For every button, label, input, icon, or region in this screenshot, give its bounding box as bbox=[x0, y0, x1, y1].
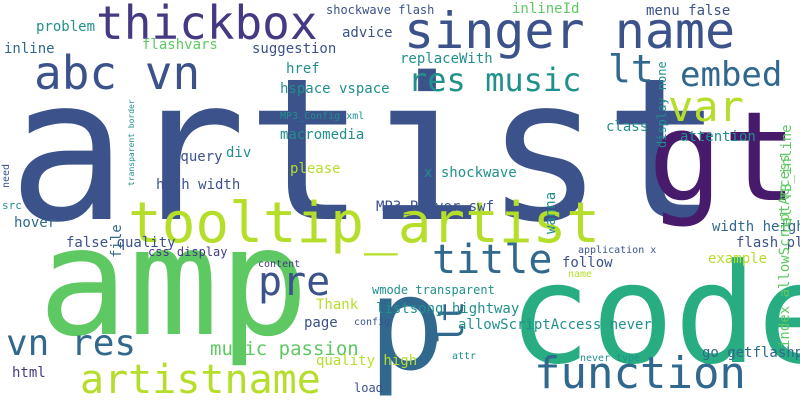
word-mp3-config-xml: MP3_Config xml bbox=[280, 111, 365, 122]
word-application-x: src bbox=[2, 199, 22, 212]
word-problem: problem bbox=[36, 19, 96, 35]
word-advice: advice bbox=[342, 25, 393, 41]
word-never-type: wmode transparent bbox=[372, 283, 495, 297]
word-singer-name: singer name bbox=[404, 2, 736, 60]
word-name: false quality bbox=[66, 235, 176, 251]
word-example: width height bbox=[712, 219, 800, 235]
word-replacewith: replaceWith bbox=[400, 51, 493, 67]
word-quality-high: index allowScriptAccess bbox=[777, 154, 793, 348]
word-attr: allowScriptAccess never bbox=[458, 317, 652, 333]
word-artist: artist bbox=[8, 35, 724, 266]
word-please: please bbox=[290, 161, 341, 177]
word-rel-tb-inline: never type bbox=[580, 353, 641, 364]
word-pre: pre bbox=[258, 259, 331, 305]
word-vn-res: vn res bbox=[6, 323, 137, 364]
word-thickbox: thickbox bbox=[96, 0, 318, 50]
word-flash-pluginspage: need bbox=[1, 163, 12, 188]
word-display-none: attr bbox=[452, 351, 477, 362]
word-go-getflashplayer: name bbox=[568, 269, 593, 280]
word-page: follow bbox=[562, 255, 613, 271]
word-gt: gt bbox=[648, 86, 798, 230]
word-src: go getflashplayer bbox=[702, 345, 800, 361]
word-index-allowscriptaccess: load bbox=[354, 381, 383, 395]
word-tooltip-artist: tooltip_artist bbox=[128, 191, 601, 256]
word-high-width: high width bbox=[156, 177, 241, 193]
word-p: p bbox=[368, 251, 446, 400]
word-music-passion: music passion bbox=[210, 338, 359, 360]
word-listsong-hightway: content bbox=[258, 259, 301, 270]
word-class: class bbox=[606, 119, 649, 135]
word-macromedia: macromedia bbox=[280, 127, 365, 143]
word-jquery: jquery bbox=[172, 149, 223, 165]
word-thank: flash pluginspage bbox=[736, 235, 800, 251]
word-x-shockwave: x shockwave bbox=[424, 165, 517, 181]
word-html: Thank bbox=[316, 297, 359, 313]
word-function: function bbox=[534, 348, 746, 399]
word-code: code bbox=[508, 234, 800, 395]
word-div: div bbox=[226, 145, 252, 161]
word-inline: inline bbox=[4, 41, 55, 57]
word-shockwave-flash: shockwave flash bbox=[326, 3, 435, 17]
word-wmode-transparent: application x bbox=[578, 245, 657, 256]
word-file: quality high bbox=[316, 353, 418, 369]
word-config: example bbox=[708, 251, 768, 267]
word-embed: embed bbox=[680, 55, 783, 95]
word-need: page bbox=[304, 315, 338, 331]
word-href: href bbox=[286, 61, 320, 77]
word-inlineid: inlineId bbox=[512, 1, 580, 17]
word-hover: attention bbox=[680, 129, 756, 145]
word-wanna: html bbox=[12, 365, 46, 381]
word-transparent-border: config bbox=[354, 317, 391, 328]
word-flashvars: flashvars bbox=[142, 37, 218, 53]
word-suggestion: suggestion bbox=[252, 41, 337, 57]
word-lt-top: lt bbox=[608, 47, 654, 91]
word-hspace-vspace: hspace vspace bbox=[280, 81, 390, 97]
word-load: listsong hightway bbox=[376, 301, 520, 317]
word-title: title bbox=[432, 237, 553, 283]
word-res-music: res music bbox=[408, 61, 582, 99]
word-amp: amp bbox=[38, 196, 309, 370]
word-mp3-player-swf: file bbox=[109, 224, 125, 258]
word-allowscriptaccess-never: css display bbox=[148, 245, 228, 259]
word-follow: MP3_Player swf bbox=[376, 199, 495, 215]
word-width-height: wanna bbox=[543, 191, 559, 234]
word-attention: display none bbox=[655, 61, 669, 148]
word-var: var bbox=[668, 82, 744, 131]
word-menu-false: menu false bbox=[646, 3, 731, 19]
word-css-display: transparent border bbox=[127, 99, 136, 186]
word-abc-vn: abc vn bbox=[34, 46, 201, 100]
word-artistname: artistname bbox=[80, 357, 321, 400]
word-content: hover bbox=[14, 215, 57, 231]
